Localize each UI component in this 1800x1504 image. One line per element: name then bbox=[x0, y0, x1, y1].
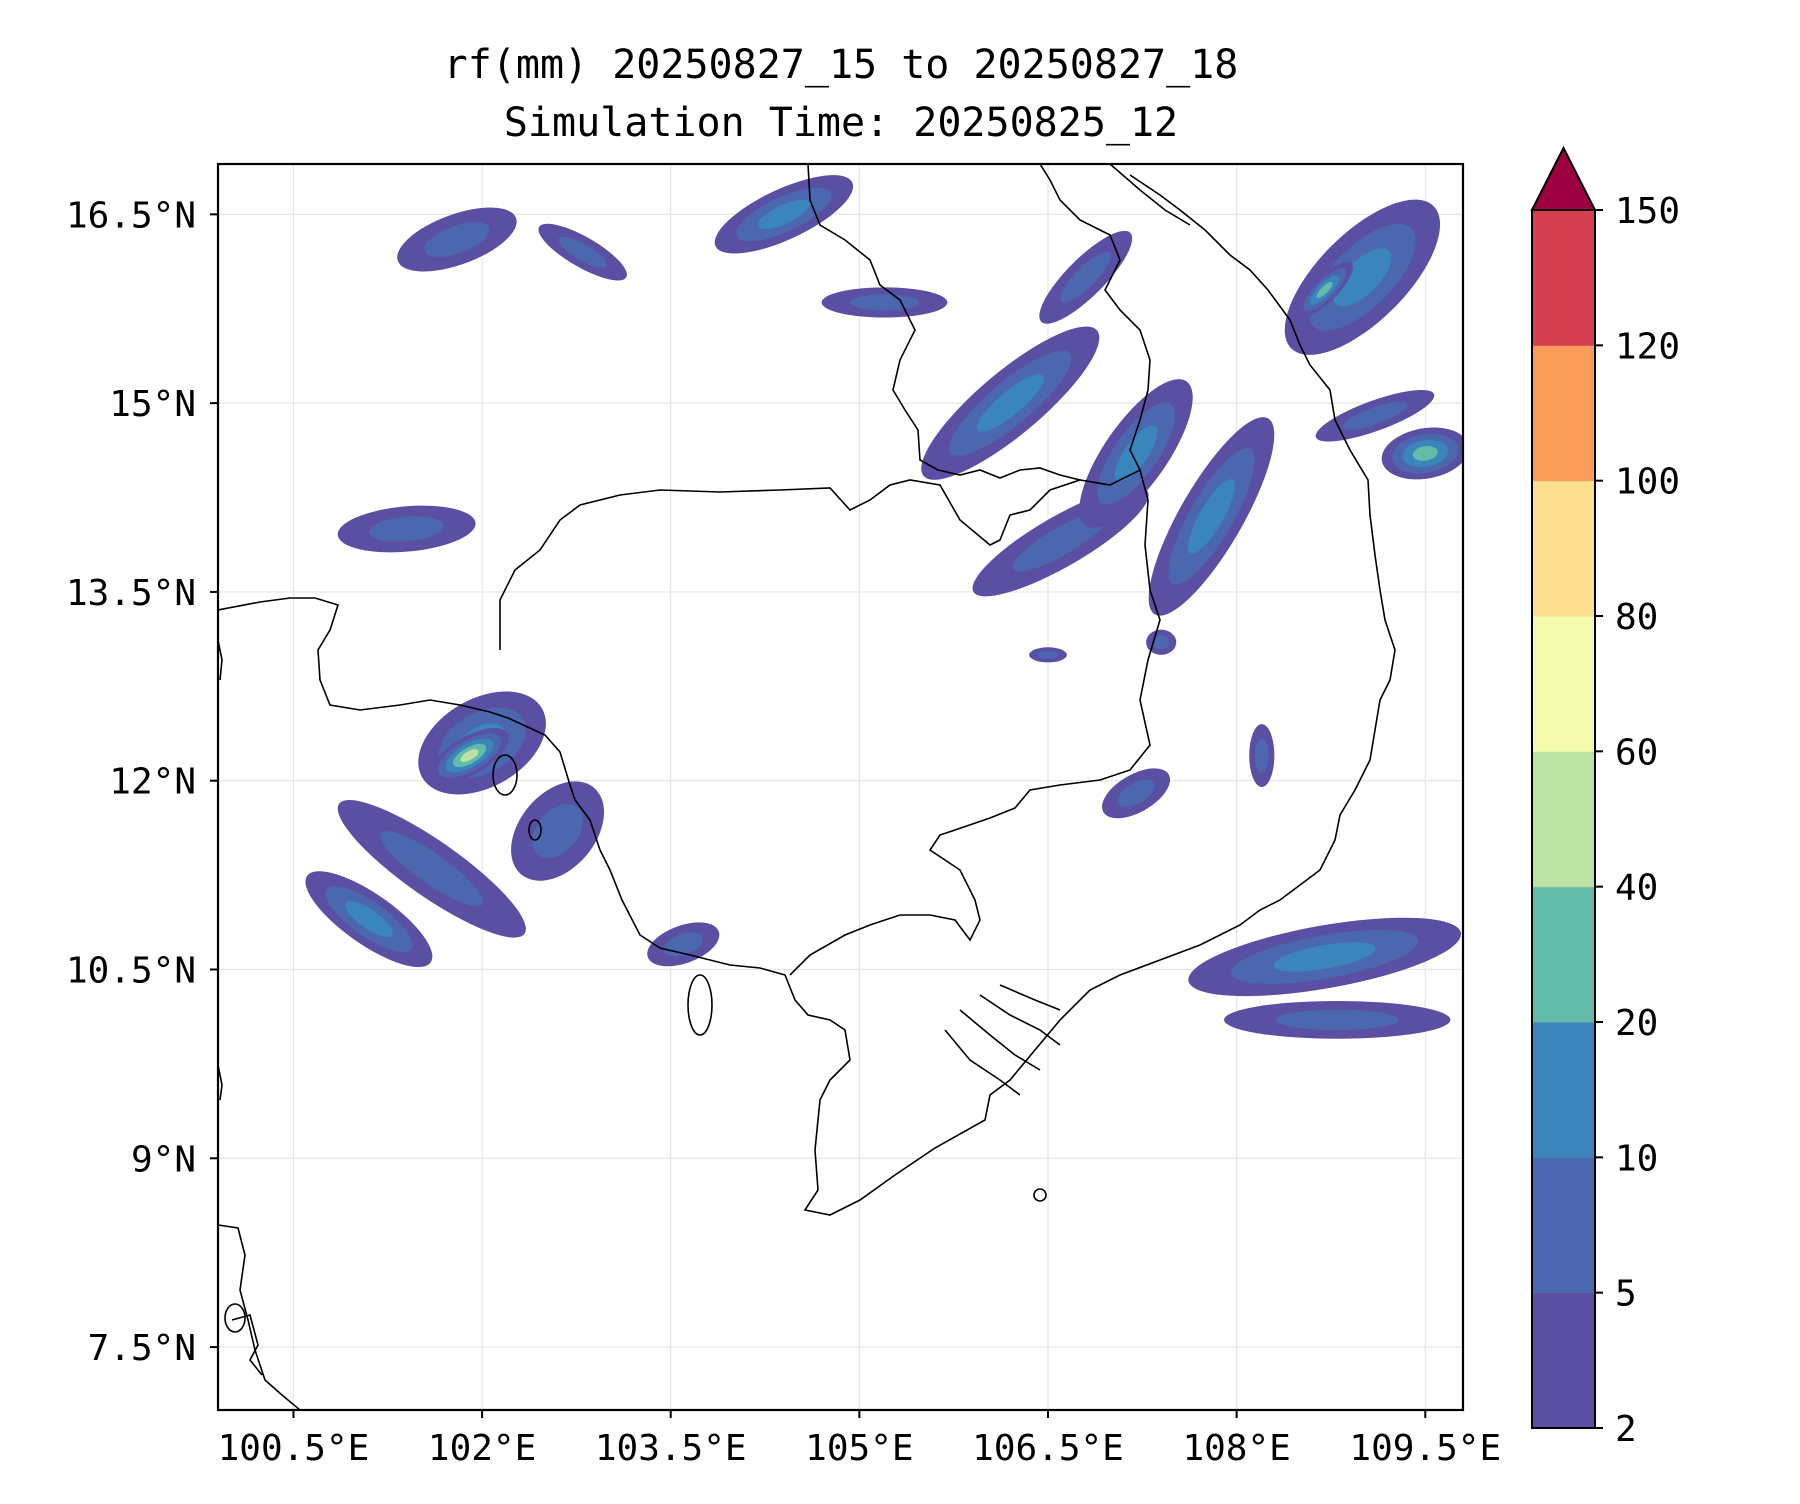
colorbar-segment bbox=[1532, 616, 1595, 752]
colorbar-segment bbox=[1532, 751, 1595, 888]
colorbar-segment bbox=[1532, 1292, 1595, 1429]
colorbar-tick-label: 60 bbox=[1615, 732, 1658, 773]
colorbar-tick-label: 150 bbox=[1615, 191, 1680, 232]
border-thailand-laos bbox=[807, 164, 939, 471]
mekong-inlet-4 bbox=[999, 984, 1061, 1011]
map-panel: 100.5°E 102°E 103.5°E 105°E 106.5°E 108°E 109.… bbox=[66, 162, 1501, 1469]
island-koh-chang bbox=[528, 819, 542, 841]
rain-contour bbox=[558, 236, 607, 268]
island-phu-quoc bbox=[687, 974, 713, 1036]
lat-tick-label: 13.5°N bbox=[66, 573, 196, 614]
colorbar-segment bbox=[1532, 1157, 1595, 1294]
border-laos-cambodia bbox=[937, 467, 1081, 481]
rain-contour bbox=[976, 374, 1044, 432]
colorbar-tick-label: 5 bbox=[1615, 1274, 1637, 1315]
colorbar-segment bbox=[1532, 480, 1595, 617]
rain-contour bbox=[532, 803, 583, 859]
lon-tick-label: 109.5°E bbox=[1349, 1428, 1501, 1469]
rain-contour bbox=[1273, 942, 1376, 972]
map-frame bbox=[216, 162, 1465, 1412]
rain-contour bbox=[1412, 446, 1438, 461]
border-cambodia bbox=[499, 468, 1161, 976]
colorbar-tick-label: 80 bbox=[1615, 597, 1658, 638]
island-con-dao bbox=[1033, 1188, 1047, 1202]
rain-contour bbox=[1187, 479, 1236, 554]
mekong-inlet-1 bbox=[944, 1029, 1021, 1096]
colorbar-segment bbox=[1532, 886, 1595, 1023]
rain-contour bbox=[1152, 635, 1170, 650]
rain-contour bbox=[1342, 401, 1408, 430]
lon-tick-label: 100.5°E bbox=[218, 1428, 370, 1469]
lat-tick-label: 16.5°N bbox=[66, 195, 196, 236]
chart-subtitle: Simulation Time: 20250825_12 bbox=[504, 100, 1178, 146]
lon-tick-label: 108°E bbox=[1182, 1428, 1290, 1469]
rain-contour bbox=[460, 749, 479, 762]
coastline-west-edge bbox=[218, 639, 223, 681]
lat-tick-label: 10.5°N bbox=[66, 950, 196, 991]
border-thailand-north bbox=[1109, 164, 1191, 226]
coastline-peninsula bbox=[218, 1224, 301, 1410]
island-koh-kong bbox=[492, 754, 518, 796]
lon-tick-label: 106.5°E bbox=[972, 1428, 1124, 1469]
colorbar-tick-label: 100 bbox=[1615, 462, 1680, 503]
rain-contour bbox=[380, 831, 484, 907]
mekong-inlet-3 bbox=[979, 994, 1061, 1046]
rain-contour bbox=[1012, 511, 1109, 572]
coastline-cambodia-vietnam bbox=[507, 174, 1396, 1216]
colorbar-tick-label: 120 bbox=[1615, 326, 1680, 367]
coastline-peninsula-inner bbox=[231, 1314, 263, 1376]
colorbar: 2 5 10 20 40 60 80 100 120 150 bbox=[1530, 145, 1680, 1450]
border-laos-vietnam bbox=[1039, 164, 1151, 471]
colorbar-extend-arrow bbox=[1530, 145, 1597, 211]
lat-tick-label: 9°N bbox=[131, 1139, 196, 1180]
lat-tick-label: 7.5°N bbox=[88, 1328, 196, 1369]
lat-tick-label: 12°N bbox=[109, 762, 196, 803]
colorbar-tick-label: 40 bbox=[1615, 868, 1658, 909]
rain-contour bbox=[663, 932, 703, 957]
colorbar-segment bbox=[1532, 210, 1595, 346]
coastline-thailand-east bbox=[218, 597, 509, 719]
rain-contour bbox=[369, 516, 445, 542]
rain-contour bbox=[1037, 650, 1059, 659]
colorbar-frame bbox=[1531, 209, 1596, 1429]
rain-contour bbox=[1114, 425, 1158, 482]
colorbar-tick-label: 10 bbox=[1615, 1138, 1658, 1179]
rainfall-field bbox=[305, 175, 1463, 1039]
colorbar-segment bbox=[1532, 345, 1595, 482]
rain-contour bbox=[1117, 779, 1155, 807]
rain-contour bbox=[1254, 738, 1269, 773]
lat-tick-label: 15°N bbox=[109, 384, 196, 425]
mekong-inlet-2 bbox=[959, 1009, 1041, 1071]
rain-contour bbox=[424, 222, 490, 257]
longitude-ticks: 100.5°E 102°E 103.5°E 105°E 106.5°E 108°E 109.… bbox=[218, 1410, 1501, 1469]
coastlines-and-borders bbox=[218, 164, 1396, 1410]
colorbar-segment bbox=[1532, 1022, 1595, 1158]
chart-title: rf(mm) 20250827_15 to 20250827_18 bbox=[444, 42, 1239, 88]
rain-contour bbox=[1316, 281, 1333, 298]
lon-tick-label: 102°E bbox=[428, 1428, 536, 1469]
rain-contour bbox=[345, 901, 393, 938]
rain-contour bbox=[850, 294, 919, 311]
rain-contour bbox=[1275, 1009, 1399, 1031]
map-background bbox=[218, 164, 1463, 1410]
coastline-west-edge-2 bbox=[218, 1064, 223, 1101]
rain-contour bbox=[757, 199, 810, 230]
lon-tick-label: 105°E bbox=[805, 1428, 913, 1469]
colorbar-tick-label: 20 bbox=[1615, 1003, 1658, 1044]
island-peninsula bbox=[224, 1303, 246, 1333]
rain-contour bbox=[1333, 248, 1392, 307]
lon-tick-label: 103.5°E bbox=[595, 1428, 747, 1469]
rain-contour bbox=[1060, 251, 1112, 303]
latitude-ticks: 7.5°N 9°N 10.5°N 12°N 13.5°N 15°N 16.5°N bbox=[66, 195, 218, 1369]
colorbar-tick-label: 2 bbox=[1615, 1409, 1637, 1450]
